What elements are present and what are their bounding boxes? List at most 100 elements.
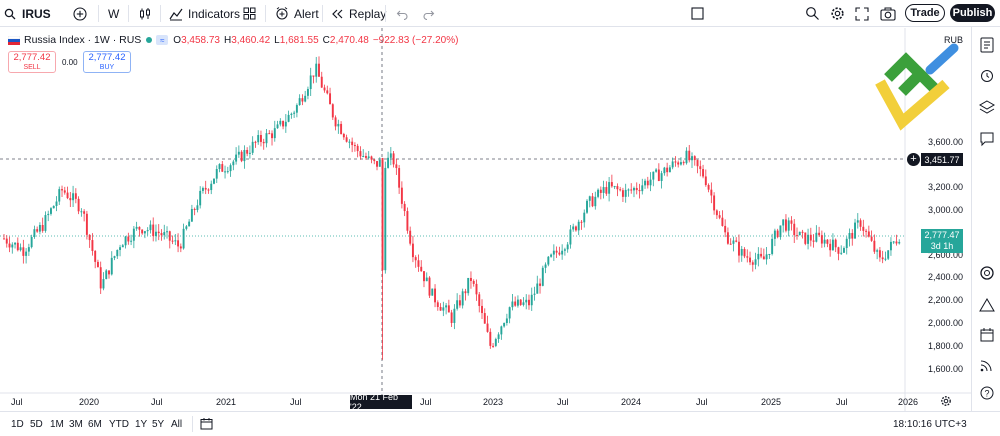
indicators-button[interactable]: Indicators	[169, 0, 240, 27]
brand-logo-icon	[875, 43, 959, 131]
range-ytd[interactable]: YTD	[109, 418, 129, 430]
range-5y[interactable]: 5Y	[152, 418, 165, 430]
candle-down	[837, 247, 840, 254]
candle-down	[726, 232, 729, 244]
candle-down	[715, 210, 718, 216]
fullscreen-icon	[855, 6, 869, 21]
candle-up	[823, 239, 826, 244]
range-5d[interactable]: 5D	[30, 418, 43, 430]
candle-up	[467, 277, 470, 294]
source-badge-icon[interactable]: ≈	[156, 35, 169, 45]
chat-icon[interactable]	[979, 131, 995, 147]
candle-up	[199, 190, 202, 206]
add-alert-plus-icon[interactable]: +	[907, 153, 920, 166]
interval-button[interactable]: W	[108, 6, 120, 21]
candle-up	[569, 229, 572, 245]
broadcast-icon[interactable]	[979, 357, 995, 373]
range-6m[interactable]: 6M	[88, 418, 102, 430]
candle-down	[729, 243, 732, 245]
candle-up	[516, 299, 519, 306]
candle-down	[193, 208, 196, 210]
undo-button[interactable]	[396, 0, 408, 27]
quick-search-button[interactable]	[805, 0, 820, 27]
triangle-icon[interactable]	[979, 297, 995, 313]
sell-button[interactable]: 2,777.42 SELL	[8, 51, 56, 73]
candle-down	[340, 123, 343, 135]
undo-icon	[396, 10, 408, 20]
candle-down	[826, 239, 829, 244]
x-tick: 2021	[216, 397, 237, 407]
buy-button[interactable]: 2,777.42 BUY	[83, 51, 131, 73]
candle-down	[152, 224, 155, 237]
candle-down	[160, 233, 163, 236]
redo-button[interactable]	[423, 0, 435, 27]
go-to-date-icon[interactable]	[200, 417, 213, 430]
layout-button[interactable]	[691, 0, 704, 27]
candle-down	[240, 151, 243, 162]
candle-up	[72, 193, 75, 201]
clock-timezone[interactable]: 18:10:16 UTC+3	[893, 418, 967, 430]
alarm-clock-icon[interactable]	[979, 67, 995, 83]
fullscreen-button[interactable]	[855, 0, 869, 27]
replay-label: Replay	[349, 6, 387, 21]
close-label: C	[322, 34, 330, 46]
alert-button[interactable]: Alert	[275, 0, 319, 27]
candle-down	[398, 168, 401, 188]
candle-down	[96, 261, 99, 268]
target-icon[interactable]	[979, 265, 995, 281]
candles-icon	[140, 7, 150, 19]
calendar-icon[interactable]	[979, 327, 995, 343]
candle-up	[11, 244, 14, 248]
candle-up	[293, 112, 296, 114]
candle-up	[295, 105, 298, 113]
range-1y[interactable]: 1Y	[135, 418, 148, 430]
trade-button[interactable]: Trade	[905, 4, 945, 22]
candle-up	[503, 322, 506, 327]
last-price-label: 2,777.47 3d 1h	[921, 229, 963, 253]
chart-type-button[interactable]	[138, 0, 152, 27]
candle-down	[61, 189, 63, 191]
candle-up	[798, 231, 801, 236]
settings-button[interactable]	[830, 0, 845, 27]
candle-down	[171, 240, 174, 242]
high-label: H	[224, 34, 232, 46]
candle-up	[563, 249, 566, 251]
candle-down	[558, 252, 561, 255]
templates-button[interactable]	[243, 0, 256, 27]
candle-up	[257, 135, 260, 143]
candle-up	[522, 302, 525, 305]
range-1d[interactable]: 1D	[11, 418, 24, 430]
candle-up	[597, 189, 600, 197]
range-all[interactable]: All	[171, 418, 183, 430]
toolbar-divider	[265, 5, 266, 22]
help-icon[interactable]: ?	[979, 385, 995, 401]
candle-up	[754, 259, 757, 265]
axis-settings-gear-icon[interactable]	[940, 395, 952, 407]
x-tick: Jul	[696, 397, 708, 407]
candle-down	[707, 184, 710, 190]
candle-down	[417, 260, 420, 267]
candle-down	[259, 135, 262, 142]
candle-down	[439, 306, 442, 311]
candle-down	[458, 300, 461, 306]
symbol-label: IRUS	[22, 6, 51, 21]
candle-down	[804, 232, 807, 244]
candle-down	[323, 87, 326, 91]
snapshot-button[interactable]	[880, 0, 896, 27]
candle-up	[185, 226, 188, 229]
range-3m[interactable]: 3M	[69, 418, 83, 430]
replay-button[interactable]: Replay	[331, 0, 386, 27]
layers-icon[interactable]	[979, 99, 995, 115]
range-1m[interactable]: 1M	[50, 418, 64, 430]
candle-down	[749, 257, 751, 263]
publish-button[interactable]: Publish	[950, 4, 995, 22]
search-spark-icon	[806, 7, 819, 20]
compare-button[interactable]	[73, 0, 87, 27]
symbol-search-button[interactable]: IRUS	[4, 0, 51, 27]
candle-up	[155, 231, 157, 237]
watchlist-icon[interactable]	[979, 37, 995, 53]
candle-down	[599, 189, 602, 193]
y-axis-currency[interactable]: RUB	[943, 35, 963, 45]
candle-down	[77, 198, 80, 212]
